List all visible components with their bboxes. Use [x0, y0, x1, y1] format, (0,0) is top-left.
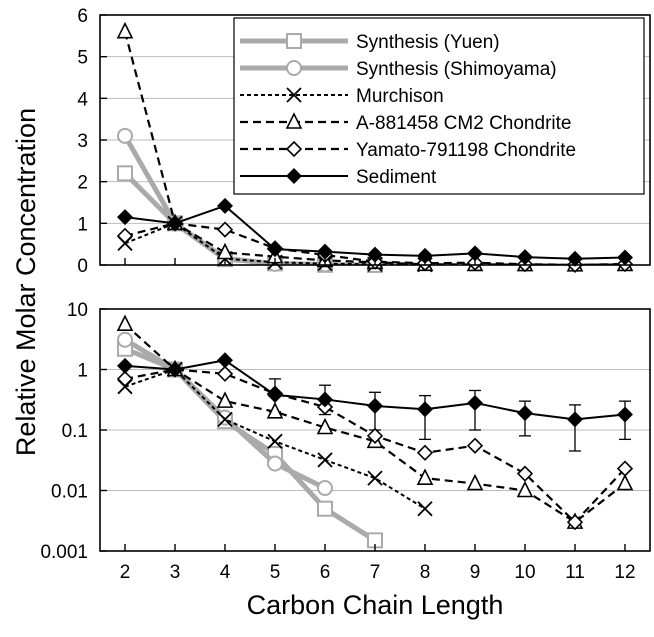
bottom-series-5-point-5	[367, 397, 383, 414]
bottom-y-ticks: 0.001 0.01 0.1 1 10	[40, 300, 107, 563]
bottom-series-2-point-3	[267, 433, 283, 449]
xtick-label-8: 10	[514, 562, 535, 583]
bottom-series-3-point-7	[466, 473, 484, 491]
bottom-series-3-point-0	[116, 314, 134, 332]
top-series-5-point-1	[167, 215, 183, 232]
legend-marker-0	[286, 33, 302, 49]
bottom-series-5	[117, 352, 633, 428]
top-ytick-label-4: 4	[77, 89, 88, 110]
legend-label-0: Synthesis (Yuen)	[356, 32, 500, 53]
bottom-ytick-label-4: 10	[67, 300, 88, 321]
bottom-series-1-point-3	[267, 455, 283, 472]
bottom-ytick-label-3: 1	[77, 361, 88, 382]
bottom-series-5-point-9	[567, 411, 583, 428]
top-ytick-label-5: 5	[77, 48, 88, 69]
top-ytick-label-1: 1	[77, 214, 88, 235]
legend-marker-5	[286, 168, 302, 184]
xtick-label-7: 9	[470, 562, 481, 583]
bottom-ytick-label-0: 0.001	[40, 542, 88, 563]
bottom-series-2-point-4	[317, 452, 333, 468]
top-series-4-point-0	[116, 227, 134, 244]
top-series-1-point-0	[117, 127, 133, 144]
top-y-ticks: 0 1 2 3 4 5 6	[77, 6, 107, 277]
bottom-series-2-point-5	[367, 470, 383, 486]
top-ytick-label-2: 2	[77, 173, 88, 194]
legend-label-2: Murchison	[356, 86, 444, 107]
top-series-4-point-2	[216, 221, 234, 238]
legend-marker-2	[286, 87, 302, 103]
bottom-series-5-point-6	[417, 401, 433, 418]
bottom-series-5-point-3	[267, 386, 283, 403]
bottom-series-3-point-8	[516, 480, 534, 498]
legend-marker-4	[285, 140, 303, 158]
bottom-series-5-point-10	[617, 406, 633, 423]
xtick-label-9: 11	[565, 562, 585, 583]
bottom-series-3-point-6	[416, 468, 434, 485]
xtick-label-2: 4	[220, 562, 231, 583]
x-ticks: 2 3 4 5 6 7 8 9 10 11 12	[120, 258, 636, 583]
bottom-series-2-point-2	[217, 411, 233, 427]
legend-box	[233, 17, 645, 195]
bottom-series-1-point-0	[117, 331, 133, 348]
bottom-series-5-point-0	[117, 357, 133, 374]
bottom-series-4-point-2	[216, 365, 234, 382]
xtick-label-10: 12	[614, 562, 635, 583]
bottom-series-5-point-1	[167, 361, 183, 378]
bottom-series-2-point-6	[417, 501, 433, 517]
bottom-ytick-label-2: 0.1	[62, 421, 88, 442]
bottom-series-3-point-3	[266, 401, 284, 419]
bottom-series-3-point-4	[316, 417, 334, 435]
bottom-series-4-point-5	[366, 427, 384, 444]
xtick-label-0: 2	[120, 562, 131, 583]
y-axis-label: Relative Molar Concentration	[11, 108, 41, 456]
bottom-series-3-point-10	[616, 473, 634, 491]
legend-label-1: Synthesis (Shimoyama)	[356, 59, 557, 80]
legend-label-5: Sediment	[356, 167, 437, 188]
xtick-label-3: 5	[270, 562, 281, 583]
xtick-label-5: 7	[370, 562, 381, 583]
bottom-series-5-point-7	[467, 394, 483, 411]
bottom-series-3-point-2	[216, 391, 234, 408]
bottom-series-4-point-6	[416, 444, 434, 461]
top-series-5-point-0	[117, 209, 133, 226]
legend-marker-3	[285, 112, 303, 129]
bottom-series-5-point-4	[317, 391, 333, 408]
bottom-series-5-point-8	[517, 405, 533, 422]
legend-label-3: A-881458 CM2 Chondrite	[356, 113, 571, 134]
xtick-label-1: 3	[170, 562, 181, 583]
bottom-series-4-point-10	[616, 460, 634, 477]
xtick-label-4: 6	[320, 562, 331, 583]
top-ytick-label-0: 0	[77, 256, 88, 277]
legend: Synthesis (Yuen) Synthesis (Shimoyama) Mur…	[233, 17, 645, 195]
bottom-series-4-point-7	[466, 437, 484, 454]
top-series-3-point-0	[116, 21, 134, 39]
xtick-label-6: 8	[420, 562, 431, 583]
bottom-series-0-point-4	[317, 500, 333, 517]
legend-label-4: Yamato-791198 Chondrite	[356, 140, 576, 161]
top-series-0-point-0	[117, 165, 133, 182]
x-axis-label: Carbon Chain Length	[247, 590, 504, 620]
bottom-series-1-point-4	[317, 479, 333, 496]
top-series-5-point-3	[267, 241, 283, 258]
legend-marker-1	[286, 60, 302, 76]
top-series-5	[117, 197, 633, 267]
top-series-5-point-2	[217, 197, 233, 214]
bottom-ytick-label-1: 0.01	[51, 482, 88, 503]
bottom-series-4-point-9	[566, 514, 584, 531]
bottom-series-4-point-0	[116, 370, 134, 388]
bottom-series-line-3	[124, 323, 626, 524]
bottom-series-4-point-8	[516, 465, 534, 482]
bottom-series-5-point-2	[217, 352, 233, 369]
top-ytick-label-6: 6	[77, 6, 88, 27]
top-ytick-label-3: 3	[77, 131, 88, 152]
